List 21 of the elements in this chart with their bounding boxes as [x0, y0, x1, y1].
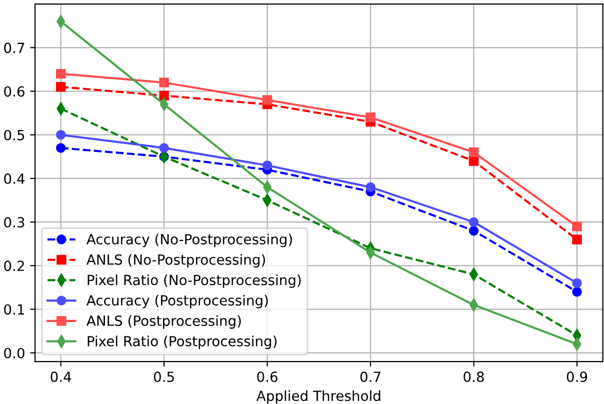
- y-tick-label: 0.6: [4, 86, 24, 97]
- x-tick-label: 0.9: [566, 372, 588, 382]
- x-tick-label: 0.4: [50, 372, 72, 382]
- legend-label: Pixel Ratio (Postprocessing): [88, 336, 277, 350]
- y-tick-label: 0.3: [4, 217, 24, 228]
- legend-label: Accuracy (Postprocessing): [86, 294, 268, 308]
- x-tick-label: 0.5: [154, 372, 174, 382]
- x-axis-title: Applied Threshold: [256, 390, 380, 404]
- y-tick-label: 0.5: [4, 130, 24, 140]
- x-tick-label: 0.7: [360, 372, 380, 382]
- legend-label: ANLS (No-Postprocessing): [86, 254, 265, 268]
- y-tick-label: 0.2: [4, 260, 24, 272]
- y-tick-label: 0.1: [4, 304, 24, 315]
- x-tick-label: 0.6: [257, 372, 278, 382]
- legend-label: ANLS (Postprocessing): [86, 315, 241, 329]
- x-tick-label: 0.8: [464, 372, 484, 382]
- legend-label: Accuracy (No-Postprocessing): [86, 234, 292, 248]
- y-tick-label: 0.7: [4, 42, 24, 54]
- y-tick-label: 0.0: [4, 348, 24, 358]
- y-tick-label: 0.4: [4, 173, 25, 184]
- legend-label: Pixel Ratio (No-Postprocessing): [88, 274, 301, 288]
